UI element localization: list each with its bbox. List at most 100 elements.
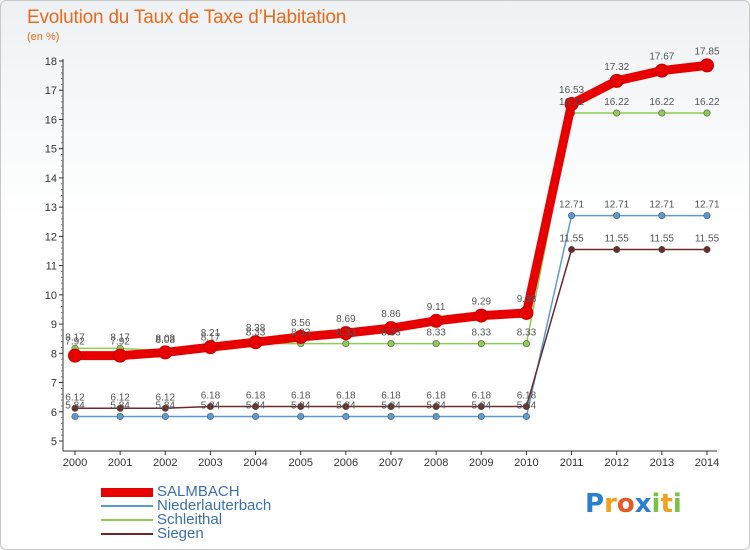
data-label-schleithal: 8.08 xyxy=(156,335,176,346)
data-point-salmbach xyxy=(293,329,308,344)
data-label-niederlauterbach: 12.71 xyxy=(559,200,584,211)
x-tick-label: 2003 xyxy=(198,457,222,469)
data-point-siegen xyxy=(252,403,260,411)
legend-label-salmbach: SALMBACH xyxy=(157,483,240,500)
data-label-siegen: 6.18 xyxy=(291,391,311,402)
data-point-siegen xyxy=(387,403,395,411)
data-point-siegen xyxy=(342,403,350,411)
data-point-schleithal xyxy=(342,340,350,348)
data-label-salmbach: 16.53 xyxy=(559,85,584,96)
data-point-niederlauterbach xyxy=(252,412,260,420)
y-tick-label: 15 xyxy=(45,144,57,156)
chart-title: Evolution du Taux de Taxe d’Habitation xyxy=(27,7,347,28)
data-label-niederlauterbach: 12.71 xyxy=(604,200,629,211)
data-label-siegen: 6.18 xyxy=(336,391,356,402)
x-tick-label: 2009 xyxy=(469,457,493,469)
logo-letter: o xyxy=(616,489,635,519)
data-point-niederlauterbach xyxy=(522,412,530,420)
data-label-niederlauterbach: 12.71 xyxy=(649,200,674,211)
data-label-siegen: 6.18 xyxy=(246,391,266,402)
data-point-siegen xyxy=(161,404,169,412)
legend-label-niederlauterbach: Niederlauterbach xyxy=(157,497,272,514)
data-point-salmbach xyxy=(338,326,353,341)
data-point-niederlauterbach xyxy=(297,412,305,420)
logo-letter: i xyxy=(651,489,661,519)
data-label-schleithal: 16.22 xyxy=(649,97,674,108)
data-label-salmbach: 17.32 xyxy=(604,62,629,73)
y-tick-label: 17 xyxy=(45,85,57,97)
legend-item-schleithal: Schleithal xyxy=(101,511,271,528)
data-point-siegen xyxy=(71,404,79,412)
x-tick-label: 2001 xyxy=(108,457,132,469)
data-label-siegen: 6.18 xyxy=(517,391,537,402)
logo-letter: r xyxy=(604,489,617,519)
data-point-niederlauterbach xyxy=(568,212,576,220)
data-point-salmbach xyxy=(654,63,669,78)
data-label-schleithal: 8.33 xyxy=(517,328,537,339)
y-tick-label: 10 xyxy=(45,290,57,302)
data-point-schleithal xyxy=(477,340,485,348)
data-label-schleithal: 8.17 xyxy=(65,332,85,343)
x-tick-label: 2005 xyxy=(288,457,312,469)
x-tick-label: 2000 xyxy=(63,457,87,469)
data-point-salmbach xyxy=(700,58,714,73)
data-label-niederlauterbach: 5.84 xyxy=(246,400,266,411)
x-tick-label: 2011 xyxy=(560,457,584,469)
legend-item-siegen: Siegen xyxy=(101,526,271,541)
data-label-siegen: 6.18 xyxy=(426,391,446,402)
data-label-schleithal: 8.33 xyxy=(291,328,311,339)
y-tick-label: 9 xyxy=(51,319,57,331)
y-tick-label: 11 xyxy=(46,261,57,273)
legend: SALMBACH Niederlauterbach Schleithal Siegen xyxy=(101,483,272,541)
legend-swatch-siegen xyxy=(101,533,153,535)
data-point-siegen xyxy=(658,246,666,254)
data-label-salmbach: 8.21 xyxy=(201,328,221,339)
legend-item-salmbach: SALMBACH xyxy=(101,483,271,500)
y-tick-label: 16 xyxy=(45,114,57,126)
data-point-niederlauterbach xyxy=(342,412,350,420)
data-point-schleithal xyxy=(522,340,530,348)
x-tick-label: 2006 xyxy=(334,457,358,469)
data-label-salmbach: 8.38 xyxy=(246,323,266,334)
data-label-salmbach: 17.85 xyxy=(694,46,719,57)
x-tick-label: 2002 xyxy=(153,457,177,469)
y-tick-label: 18 xyxy=(45,56,57,68)
data-label-siegen: 11.55 xyxy=(695,234,720,245)
data-label-siegen: 11.55 xyxy=(650,234,675,245)
proxiti-logo: Proxiti xyxy=(585,489,682,519)
data-point-niederlauterbach xyxy=(116,412,124,420)
data-label-schleithal: 8.33 xyxy=(472,328,492,339)
data-label-siegen: 11.55 xyxy=(559,234,584,245)
data-label-salmbach: 9.11 xyxy=(427,302,446,313)
data-point-schleithal xyxy=(387,340,395,348)
data-point-salmbach xyxy=(203,340,218,355)
data-label-schleithal: 16.22 xyxy=(559,97,584,108)
data-point-siegen xyxy=(613,246,621,254)
data-labels-layer: 7.92 7.92 8.03 8.21 8.38 8.56 8.69 8.86 9.11 9.29… xyxy=(65,46,720,411)
data-point-niederlauterbach xyxy=(703,212,711,220)
logo-letter: P xyxy=(585,489,605,519)
data-label-schleithal: 8.33 xyxy=(336,328,356,339)
data-point-siegen xyxy=(206,403,214,411)
data-point-salmbach xyxy=(519,305,534,320)
data-point-salmbach xyxy=(68,348,82,363)
legend-label-schleithal: Schleithal xyxy=(157,511,223,528)
y-tick-label: 6 xyxy=(51,407,57,419)
data-label-salmbach: 9.38 xyxy=(517,294,537,305)
x-tick-label: 2014 xyxy=(695,457,719,469)
data-point-niederlauterbach xyxy=(387,412,395,420)
data-label-siegen: 6.12 xyxy=(65,392,85,403)
x-tick-label: 2012 xyxy=(604,457,628,469)
y-tick-label: 8 xyxy=(51,348,57,360)
logo-letter: x xyxy=(634,489,652,519)
legend-swatch-salmbach xyxy=(101,487,153,497)
data-label-niederlauterbach: 5.84 xyxy=(156,400,176,411)
y-tick-label: 14 xyxy=(45,173,57,185)
data-point-schleithal xyxy=(658,109,666,117)
data-label-siegen: 6.18 xyxy=(381,391,401,402)
data-label-salmbach: 9.29 xyxy=(472,297,492,308)
data-label-niederlauterbach: 5.84 xyxy=(201,400,221,411)
data-point-niederlauterbach xyxy=(432,412,440,420)
data-label-schleithal: 8.17 xyxy=(201,332,221,343)
